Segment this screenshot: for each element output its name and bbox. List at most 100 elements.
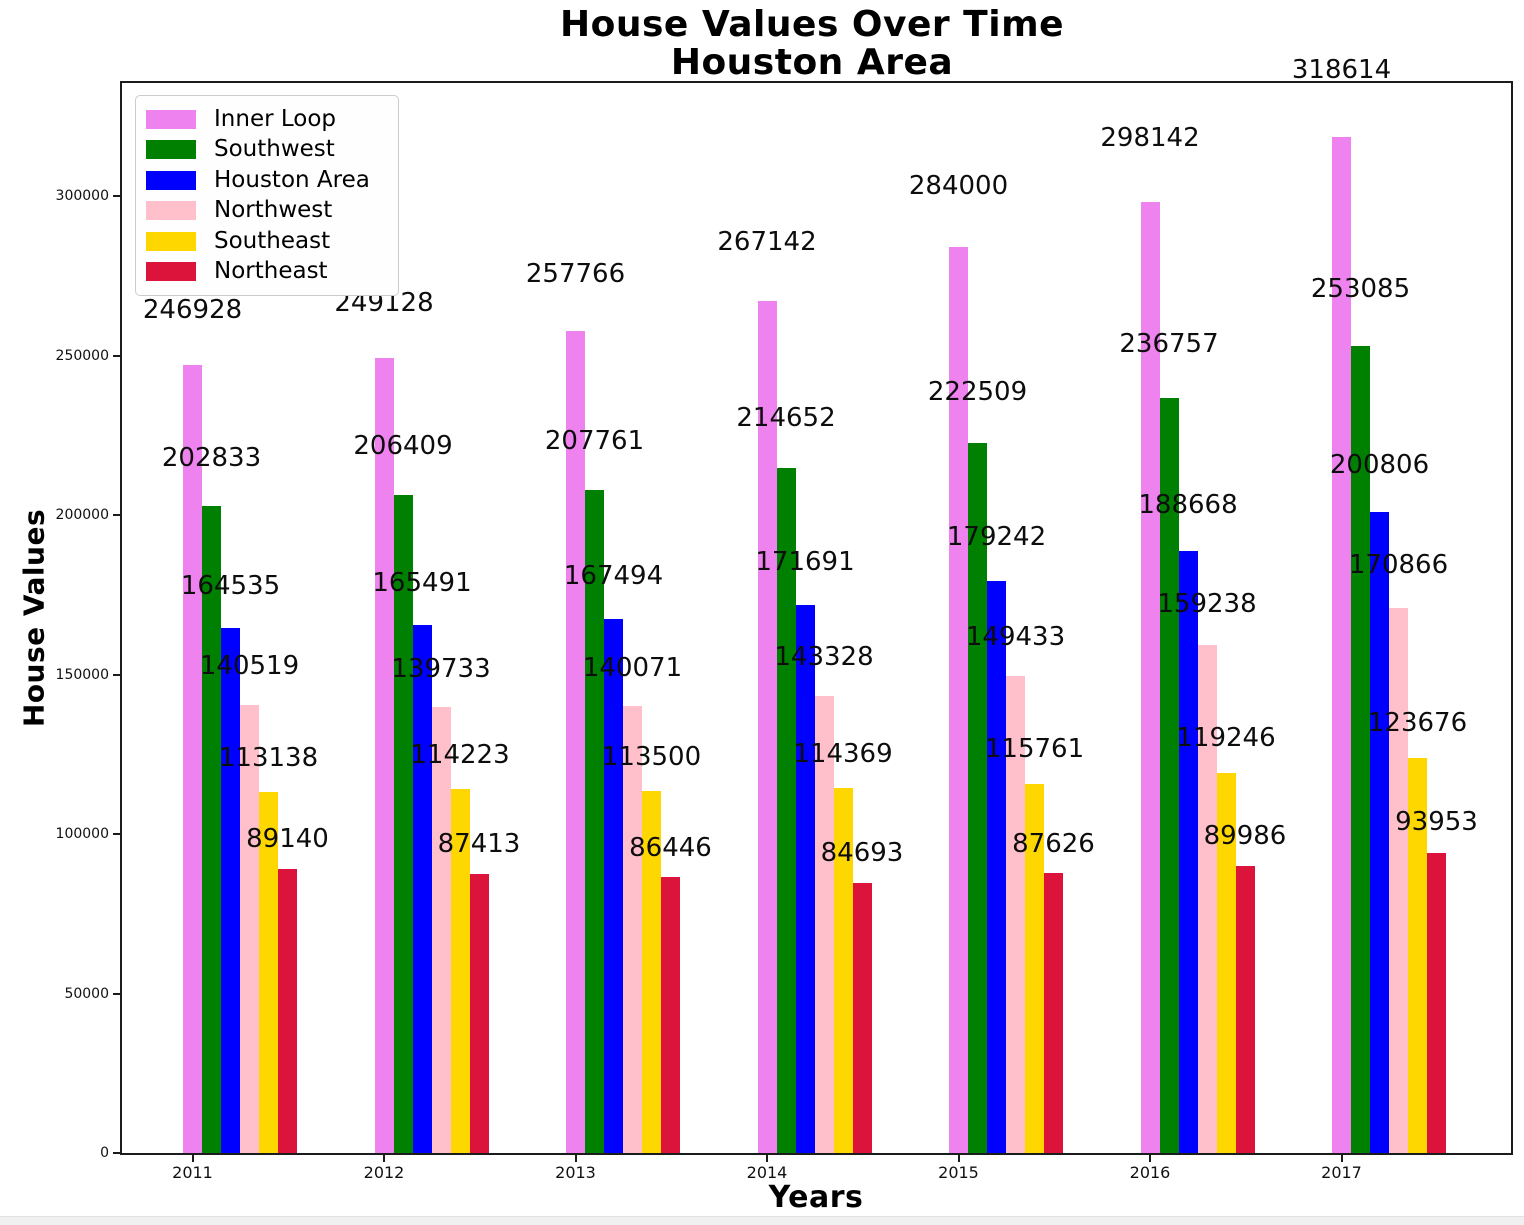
bar-houston-area-2014 bbox=[795, 605, 815, 1153]
bar-northeast-2011 bbox=[278, 868, 297, 1153]
bar-inner-loop-2012 bbox=[374, 358, 394, 1153]
bar-inner-loop-2017 bbox=[1332, 136, 1351, 1153]
chart-title-line1: House Values Over Time bbox=[560, 4, 1064, 45]
bar-southeast-2011 bbox=[259, 792, 278, 1153]
legend-swatch-southeast bbox=[146, 231, 196, 251]
legend-label-inner-loop: Inner Loop bbox=[214, 105, 337, 132]
legend-item-southeast: Southeast bbox=[146, 226, 388, 257]
bar-value-label-inner-loop-2013: 257766 bbox=[525, 258, 626, 289]
bar-value-label-houston-area-2016: 188668 bbox=[1138, 490, 1238, 521]
y-tick-label-300000: 300000 bbox=[55, 188, 109, 204]
bar-southwest-2011 bbox=[202, 505, 221, 1153]
y-tick-label-100000: 100000 bbox=[55, 826, 109, 842]
bar-value-label-southwest-2011: 202833 bbox=[161, 442, 262, 473]
legend-item-inner-loop: Inner Loop bbox=[146, 104, 388, 135]
y-tick-label-50000: 50000 bbox=[64, 985, 109, 1002]
bar-value-label-inner-loop-2016: 298142 bbox=[1100, 123, 1200, 154]
bar-southwest-2016 bbox=[1159, 397, 1179, 1153]
bar-value-label-southwest-2014: 214652 bbox=[736, 403, 836, 434]
bar-value-label-southeast-2012: 114223 bbox=[410, 739, 510, 770]
y-tick-mark-200000 bbox=[113, 514, 122, 516]
bar-northeast-2016 bbox=[1235, 865, 1255, 1153]
bar-inner-loop-2013 bbox=[566, 330, 585, 1153]
bar-value-label-southeast-2011: 113138 bbox=[218, 743, 319, 774]
bar-southwest-2014 bbox=[776, 468, 796, 1153]
y-tick-label-250000: 250000 bbox=[55, 347, 109, 364]
legend-item-southwest: Southwest bbox=[146, 135, 388, 166]
bar-northwest-2013 bbox=[623, 706, 642, 1153]
bar-inner-loop-2014 bbox=[757, 300, 777, 1153]
bar-inner-loop-2016 bbox=[1140, 201, 1160, 1153]
legend-item-northwest: Northwest bbox=[146, 196, 388, 227]
bar-northeast-2013 bbox=[661, 877, 680, 1153]
bar-value-label-southwest-2013: 207761 bbox=[544, 426, 645, 457]
bar-houston-area-2016 bbox=[1178, 551, 1198, 1153]
legend-label-northwest: Northwest bbox=[214, 197, 333, 224]
legend-label-southeast: Southeast bbox=[214, 227, 331, 254]
chart-title: House Values Over Time Houston Area bbox=[560, 6, 1064, 82]
x-tick-mark-2013 bbox=[574, 1153, 577, 1162]
bar-northeast-2012 bbox=[469, 874, 489, 1153]
legend-item-houston-area: Houston Area bbox=[146, 165, 388, 196]
legend-label-houston-area: Houston Area bbox=[214, 166, 370, 193]
bar-houston-area-2013 bbox=[604, 618, 623, 1153]
bar-inner-loop-2015 bbox=[949, 247, 968, 1153]
bar-value-label-houston-area-2011: 164535 bbox=[180, 571, 281, 601]
bar-value-label-northwest-2014: 143328 bbox=[774, 642, 874, 673]
x-tick-mark-2012 bbox=[383, 1153, 385, 1162]
bar-houston-area-2012 bbox=[412, 625, 432, 1153]
bar-value-label-northwest-2015: 149433 bbox=[965, 621, 1066, 652]
bar-houston-area-2017 bbox=[1370, 512, 1389, 1153]
x-tick-label-2011: 2011 bbox=[172, 1163, 213, 1182]
bar-houston-area-2015 bbox=[987, 581, 1006, 1153]
bar-value-label-southeast-2017: 123676 bbox=[1367, 707, 1468, 738]
bar-southwest-2013 bbox=[585, 490, 604, 1153]
bar-value-label-houston-area-2014: 171691 bbox=[755, 547, 855, 578]
bar-value-label-houston-area-2013: 167494 bbox=[563, 561, 664, 592]
x-tick-label-2013: 2013 bbox=[555, 1163, 596, 1182]
legend-swatch-inner-loop bbox=[146, 109, 196, 129]
bar-value-label-inner-loop-2011: 246928 bbox=[142, 295, 243, 326]
x-tick-label-2014: 2014 bbox=[746, 1163, 788, 1182]
bar-southwest-2017 bbox=[1351, 345, 1370, 1153]
y-tick-mark-100000 bbox=[113, 833, 122, 835]
bar-value-label-southwest-2012: 206409 bbox=[353, 430, 453, 461]
x-tick-label-2012: 2012 bbox=[363, 1163, 405, 1182]
bar-value-label-northeast-2015: 87626 bbox=[1012, 828, 1095, 859]
bar-southeast-2015 bbox=[1025, 783, 1044, 1153]
bar-northeast-2014 bbox=[852, 882, 872, 1153]
y-tick-mark-150000 bbox=[113, 673, 122, 676]
bar-southeast-2013 bbox=[642, 790, 661, 1153]
bar-value-label-northwest-2011: 140519 bbox=[199, 651, 300, 682]
bar-northwest-2011 bbox=[240, 704, 259, 1153]
legend-label-southwest: Southwest bbox=[214, 136, 335, 163]
bar-inner-loop-2011 bbox=[183, 365, 202, 1153]
bar-southwest-2015 bbox=[968, 443, 987, 1153]
bar-northwest-2012 bbox=[431, 707, 451, 1153]
x-tick-mark-2017 bbox=[1340, 1153, 1343, 1162]
bar-value-label-inner-loop-2014: 267142 bbox=[717, 227, 817, 258]
y-tick-mark-250000 bbox=[113, 354, 122, 357]
legend: Inner Loop Southwest Houston Area Northwest… bbox=[135, 95, 399, 296]
bar-southeast-2014 bbox=[833, 788, 853, 1153]
x-tick-label-2016: 2016 bbox=[1129, 1163, 1171, 1182]
bar-value-label-southeast-2013: 113500 bbox=[601, 741, 702, 772]
bar-value-label-northeast-2014: 84693 bbox=[820, 838, 904, 869]
chart-title-line2: Houston Area bbox=[670, 41, 954, 83]
legend-swatch-northeast bbox=[146, 262, 196, 282]
bar-value-label-inner-loop-2015: 284000 bbox=[908, 170, 1009, 201]
x-tick-label-2017: 2017 bbox=[1321, 1163, 1362, 1182]
bar-value-label-southwest-2016: 236757 bbox=[1119, 329, 1219, 360]
legend-swatch-southwest bbox=[146, 140, 196, 160]
bar-northeast-2015 bbox=[1044, 873, 1063, 1153]
bar-value-label-southwest-2017: 253085 bbox=[1310, 274, 1411, 305]
bar-value-label-northeast-2013: 86446 bbox=[629, 832, 712, 863]
bar-houston-area-2011 bbox=[221, 628, 240, 1153]
bar-value-label-houston-area-2012: 165491 bbox=[372, 567, 472, 598]
window-bottom-strip bbox=[0, 1216, 1524, 1225]
bar-northeast-2017 bbox=[1427, 853, 1446, 1153]
y-axis-label: House Values bbox=[17, 508, 51, 728]
bar-northwest-2017 bbox=[1389, 607, 1408, 1153]
bar-value-label-southeast-2014: 114369 bbox=[793, 739, 893, 770]
